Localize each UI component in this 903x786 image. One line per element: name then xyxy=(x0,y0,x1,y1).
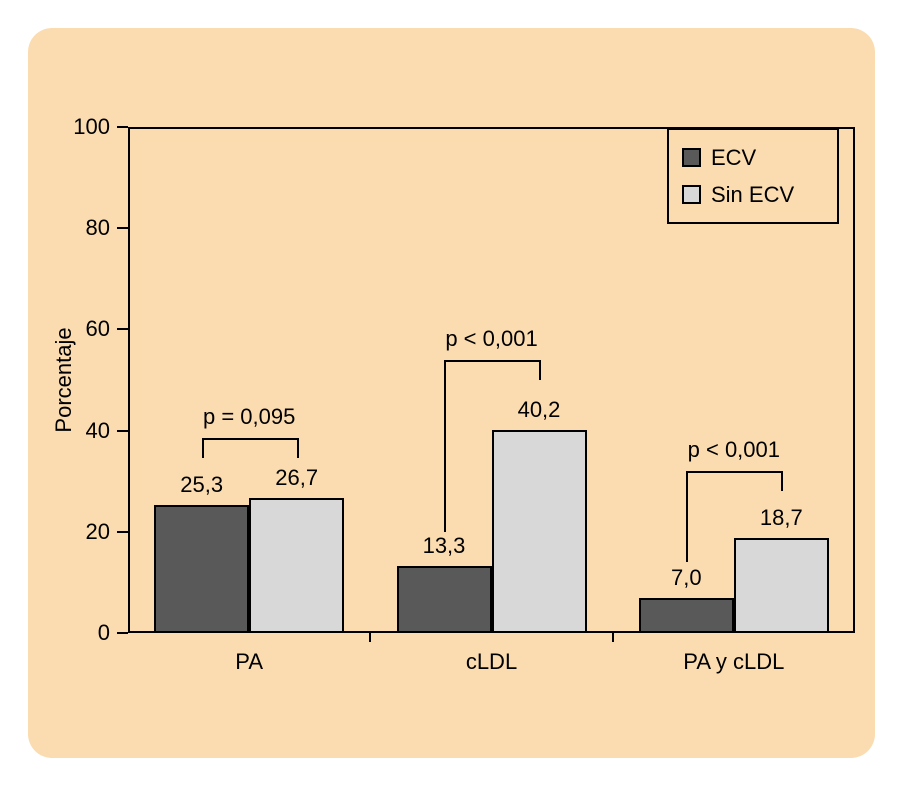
bracket-left-pa-y-cldl xyxy=(686,471,689,563)
y-axis-tick-label: 100 xyxy=(73,114,110,139)
bracket-left-pa xyxy=(201,438,204,459)
legend-item-ecv: ECV xyxy=(682,145,837,171)
legend-swatch-sin-ecv-icon xyxy=(682,185,701,204)
y-axis-tick xyxy=(117,530,128,533)
y-axis-tick-label: 20 xyxy=(85,518,110,544)
value-label-ecv-pa: 25,3 xyxy=(180,471,224,497)
bar-ecv-pa-y-cldl xyxy=(638,597,734,633)
chart-panel: Porcentaje 0 20 40 60 80 100 PA cLDL PA y cLDL 25… xyxy=(28,28,875,758)
p-value-label-pa-y-cldl: p < 0,001 xyxy=(687,437,781,463)
y-axis-tick xyxy=(117,126,128,128)
value-label-sin-ecv-pa-y-cldl: 18,7 xyxy=(759,505,803,531)
legend-item-sin-ecv: Sin ECV xyxy=(682,182,837,208)
bracket-right-pa xyxy=(296,438,299,459)
y-axis-tick xyxy=(117,429,128,432)
y-axis-tick-label: 0 xyxy=(97,620,110,645)
p-value-label-cldl: p < 0,001 xyxy=(445,325,538,351)
bracket-right-cldl xyxy=(539,359,541,380)
category-label-pa: PA xyxy=(235,649,264,674)
value-label-sin-ecv-cldl: 40,2 xyxy=(517,396,561,422)
y-axis-tick xyxy=(117,227,128,230)
bracket-left-cldl xyxy=(444,359,446,532)
y-axis-tick-label: 80 xyxy=(85,215,110,241)
p-value-label-pa: p = 0,095 xyxy=(202,404,296,430)
category-label-cldl: cLDL xyxy=(465,649,518,674)
bar-ecv-pa xyxy=(154,504,250,633)
value-label-ecv-pa-y-cldl: 7,0 xyxy=(671,564,702,590)
x-axis-tick xyxy=(369,633,372,642)
bar-sin-ecv-pa xyxy=(249,497,345,633)
legend-swatch-ecv-icon xyxy=(682,148,701,167)
bracket-top-pa xyxy=(201,438,299,441)
y-axis-tick xyxy=(117,328,128,331)
y-axis-tick-label: 40 xyxy=(85,417,110,443)
bracket-right-pa-y-cldl xyxy=(781,471,784,492)
bar-sin-ecv-pa-y-cldl xyxy=(733,538,829,633)
y-axis-tick xyxy=(117,632,128,634)
y-axis-tick-label: 60 xyxy=(85,316,110,342)
category-label-pa-y-cldl: PA y cLDL xyxy=(683,649,785,674)
legend-label-ecv: ECV xyxy=(711,144,757,170)
legend-label-sin-ecv: Sin ECV xyxy=(711,181,795,207)
x-axis-tick xyxy=(611,633,614,642)
bracket-top-cldl xyxy=(444,359,541,362)
bar-ecv-cldl xyxy=(396,565,492,633)
value-label-ecv-cldl: 13,3 xyxy=(422,532,466,558)
value-label-sin-ecv-pa: 26,7 xyxy=(275,464,319,490)
legend: ECV Sin ECV xyxy=(667,128,839,224)
bar-sin-ecv-cldl xyxy=(491,429,587,633)
bracket-top-pa-y-cldl xyxy=(686,471,784,474)
